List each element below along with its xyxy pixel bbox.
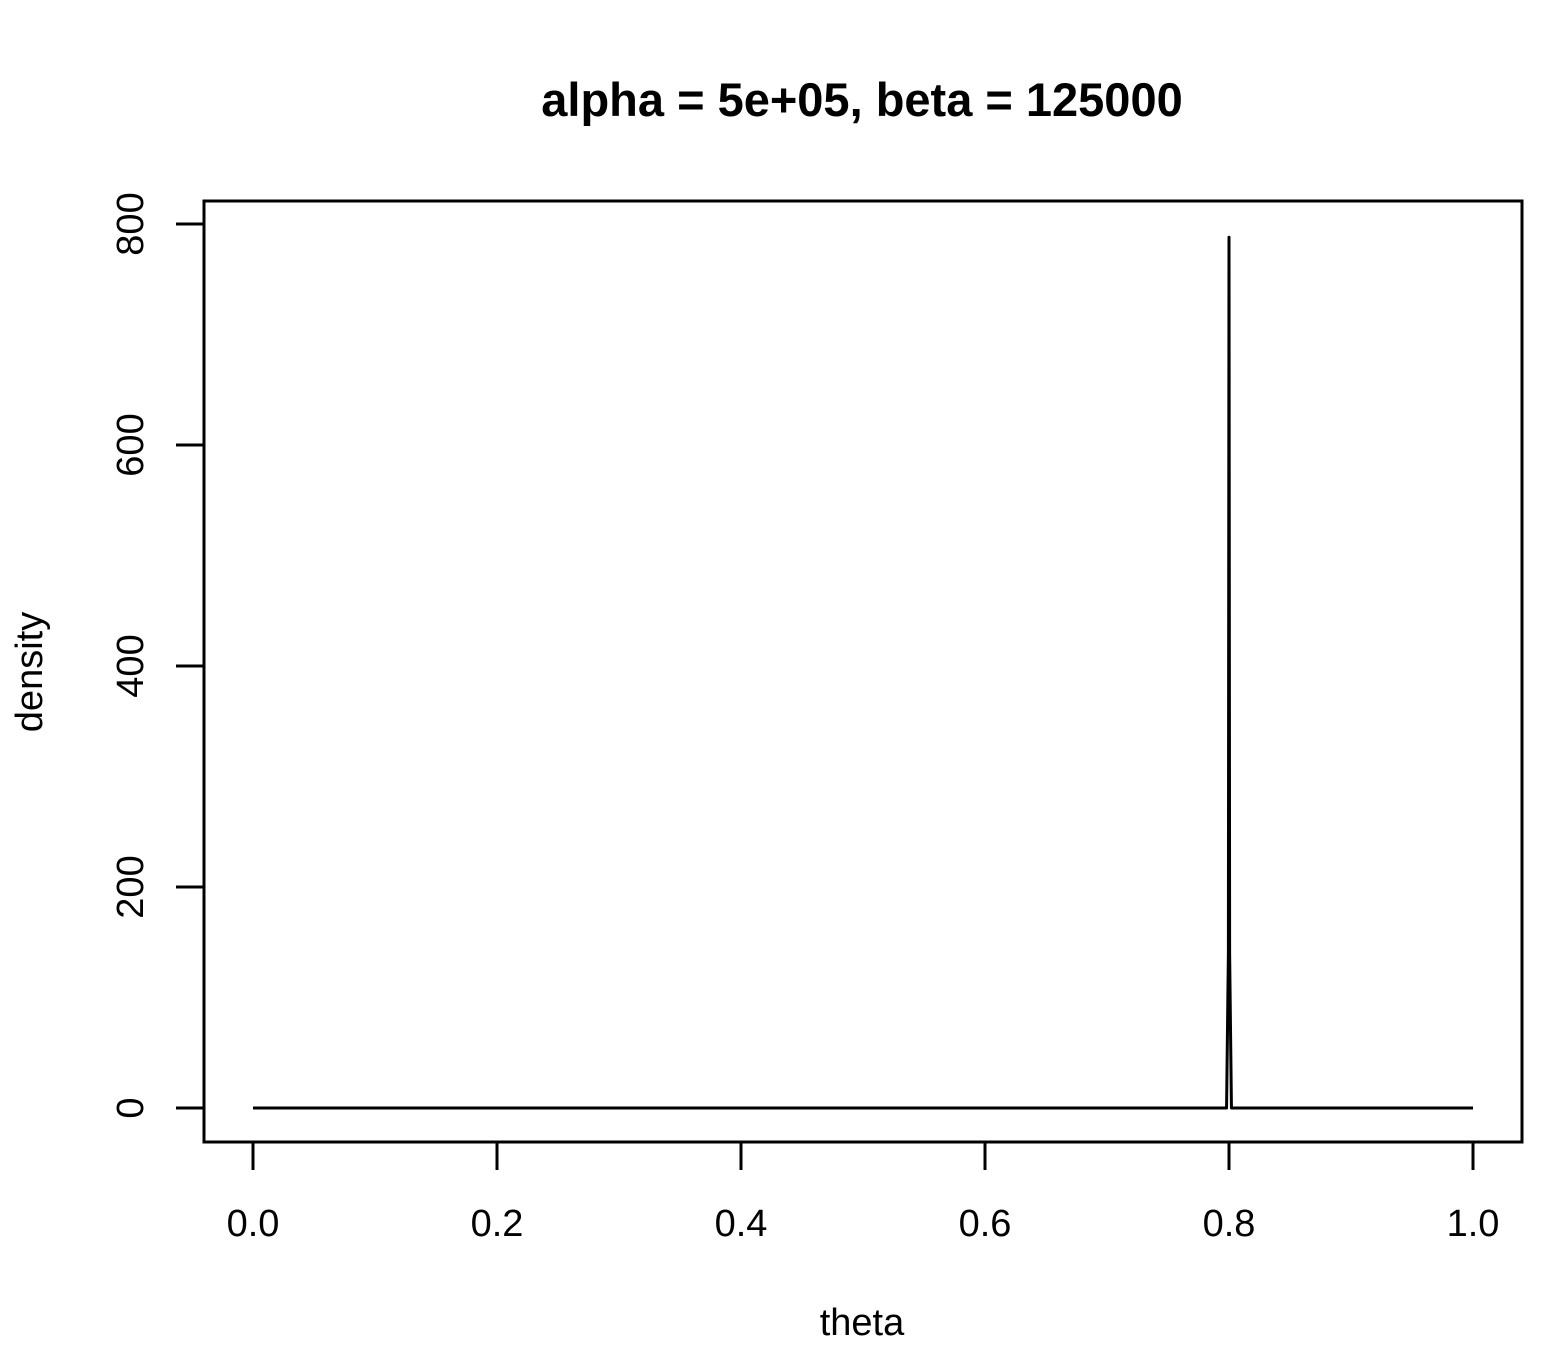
y-tick-label: 600 <box>110 413 152 476</box>
y-tick-label: 800 <box>110 192 152 255</box>
y-tick-label: 200 <box>110 855 152 918</box>
x-tick-label: 0.0 <box>227 1203 280 1245</box>
x-tick-label: 1.0 <box>1447 1203 1500 1245</box>
y-tick-label: 400 <box>110 634 152 697</box>
y-axis: 0 200 400 600 800 <box>110 192 206 1119</box>
series-layer <box>253 235 1473 1110</box>
density-line-series-0 <box>253 235 1473 1110</box>
chart-title: alpha = 5e+05, beta = 125000 <box>541 73 1182 126</box>
x-tick-label: 0.8 <box>1203 1203 1256 1245</box>
y-tick-label: 0 <box>110 1097 152 1118</box>
plot-frame <box>202 199 1524 1144</box>
x-axis: 0.0 0.2 0.4 0.6 0.8 1.0 <box>227 1140 1500 1245</box>
x-tick-label: 0.4 <box>715 1203 768 1245</box>
x-tick-label: 0.2 <box>471 1203 524 1245</box>
y-axis-label: density <box>9 612 51 732</box>
x-tick-label: 0.6 <box>959 1203 1012 1245</box>
x-axis-label: theta <box>820 1302 905 1344</box>
